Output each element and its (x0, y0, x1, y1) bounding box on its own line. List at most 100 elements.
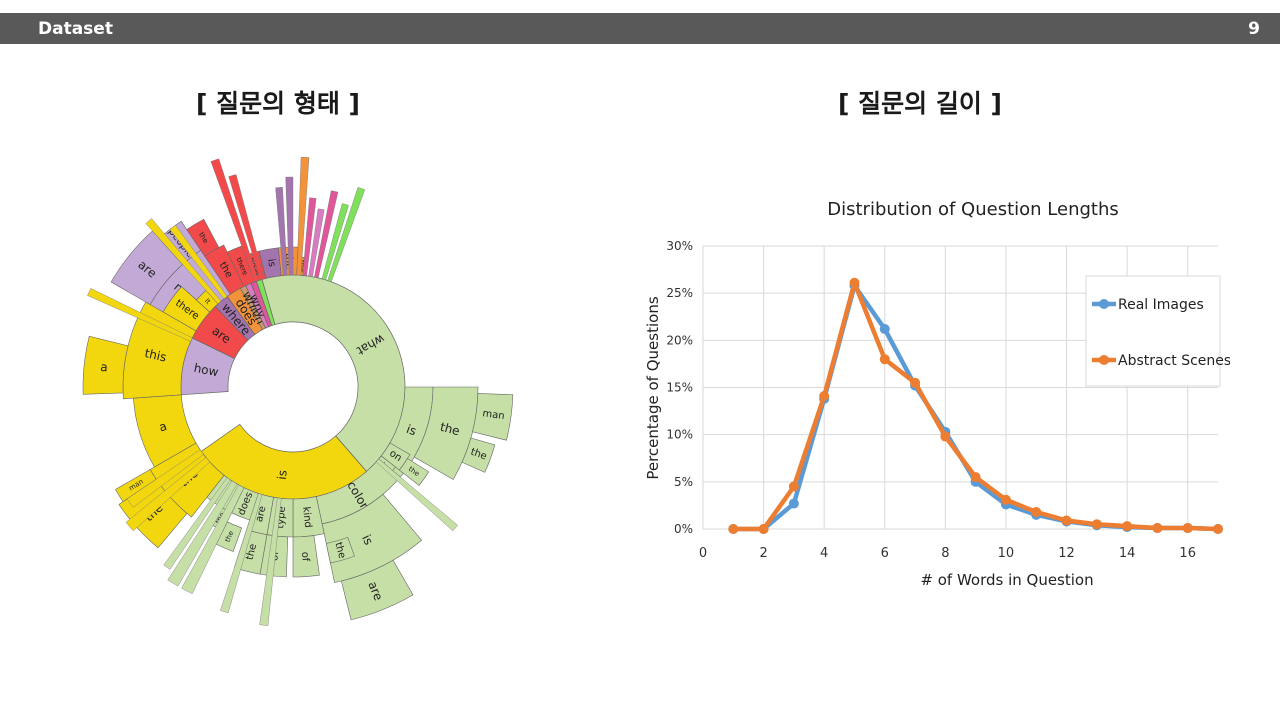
data-point (879, 324, 890, 335)
sunburst-sliver (87, 288, 193, 342)
data-point (1031, 507, 1042, 518)
page-number: 9 (1248, 19, 1260, 39)
sunburst-label-level3: the (224, 530, 236, 544)
sunburst-sliver (126, 449, 204, 508)
sunburst-sliver (181, 484, 245, 594)
sunburst-label-level2: is (265, 258, 277, 268)
sunburst-segment-level3 (341, 559, 414, 621)
legend-label: Abstract Scenes (1118, 353, 1230, 369)
question-type-sunburst: howarewheredoeswhichwhywhatismanythether… (82, 156, 514, 626)
sunburst-label-level3: the (332, 541, 347, 560)
header-bar: Dataset 9 (0, 13, 1280, 44)
sunburst-label-level3: the (469, 447, 488, 463)
legend-label: Real Images (1118, 297, 1204, 313)
y-tick-label: 25% (666, 286, 693, 300)
sunburst-sliver (220, 493, 263, 614)
x-tick-label: 0 (699, 546, 707, 561)
sunburst-label-level3: man (482, 408, 506, 422)
data-point (849, 277, 860, 288)
series-abstract-scenes (728, 277, 1223, 534)
data-point (1182, 523, 1193, 534)
data-point (970, 472, 981, 483)
data-point (1091, 519, 1102, 530)
sunburst-label-level2: kind (300, 506, 313, 528)
question-type-title: [ 질문의 형태 ] (196, 89, 360, 118)
sunburst-label-level2: it (203, 297, 212, 306)
data-point (1213, 524, 1223, 534)
x-tick-label: 2 (759, 546, 767, 561)
sunburst-label-level2: this (143, 346, 167, 365)
x-axis-label: # of Words in Question (920, 571, 1093, 589)
x-tick-label: 10 (998, 546, 1015, 561)
sunburst-sliver (167, 480, 238, 587)
x-tick-label: 8 (941, 546, 949, 561)
x-tick-label: 12 (1058, 546, 1075, 561)
sunburst-label-level1: is (275, 469, 290, 480)
sunburst-sliver (285, 176, 294, 276)
legend-swatch-marker (1099, 355, 1109, 365)
sunburst-label-level1: how (193, 361, 220, 380)
sunburst-segment-level3 (472, 393, 514, 441)
x-tick-label: 16 (1179, 546, 1196, 561)
sunburst-label-level3: are (365, 579, 385, 602)
sunburst-sliver (314, 190, 339, 279)
data-point (1122, 521, 1133, 532)
x-tick-label: 14 (1119, 546, 1136, 561)
data-point (1152, 523, 1163, 534)
sunburst-label-level2: a (100, 360, 109, 375)
sunburst-label-level2: is (404, 422, 418, 438)
sunburst-label-level3: of (299, 551, 311, 562)
legend: Real Images Abstract Scenes (1085, 275, 1230, 387)
sunburst-segment-level2 (115, 469, 157, 503)
sunburst-label-level2: the (439, 420, 462, 439)
data-point (1000, 494, 1011, 505)
sunburst-sliver (259, 497, 282, 626)
sunburst-sliver (321, 203, 349, 281)
y-tick-label: 5% (674, 475, 693, 489)
sunburst-sliver (275, 187, 288, 276)
y-tick-label: 10% (666, 428, 693, 442)
data-point (910, 377, 921, 388)
data-point (819, 390, 830, 401)
data-point (879, 354, 890, 365)
chart-title: Distribution of Question Lengths (827, 199, 1119, 220)
sunburst-segment-level2 (82, 335, 129, 395)
sunburst-sliver (163, 477, 231, 570)
legend-box (1085, 275, 1221, 387)
y-axis-label: Percentage of Questions (644, 296, 662, 479)
sunburst-sliver (125, 457, 211, 532)
sunburst-sliver (296, 156, 310, 276)
sunburst-segment-level3 (461, 437, 496, 473)
x-tick-label: 6 (881, 546, 889, 561)
sunburst-sliver (302, 197, 317, 277)
sunburst-segment-level3 (325, 536, 355, 564)
sunburst-sliver (308, 208, 325, 277)
y-tick-label: 0% (674, 522, 693, 536)
sunburst-segment-level3 (292, 535, 320, 578)
y-tick-label: 20% (666, 333, 693, 347)
data-point (728, 524, 739, 534)
header-title: Dataset (38, 19, 113, 39)
legend-swatch-marker (1099, 299, 1109, 309)
sunburst-label-level2: a (157, 419, 168, 435)
sunburst-sliver (327, 187, 366, 283)
x-tick-label: 4 (820, 546, 828, 561)
sunburst-segment-level3 (186, 218, 220, 257)
sunburst-label-level3: the (245, 543, 260, 562)
sunburst-sliver (228, 174, 265, 281)
y-tick-label: 15% (666, 381, 693, 395)
sunburst-segment-level2 (321, 493, 422, 583)
sunburst-sliver (210, 158, 259, 283)
data-point (940, 431, 951, 442)
sunburst-sliver (145, 218, 222, 305)
sunburst-sliver (375, 458, 458, 532)
y-tick-label: 30% (666, 239, 693, 253)
data-point (1061, 515, 1072, 526)
data-point (758, 524, 769, 534)
sunburst-segment-level3 (398, 458, 430, 486)
question-length-title: [ 질문의 길이 ] (838, 89, 1002, 118)
sunburst-sliver (169, 224, 228, 300)
data-point (788, 498, 799, 509)
question-length-line-chart: Distribution of Question Lengths # of Wo… (644, 199, 1230, 589)
data-point (788, 481, 799, 492)
